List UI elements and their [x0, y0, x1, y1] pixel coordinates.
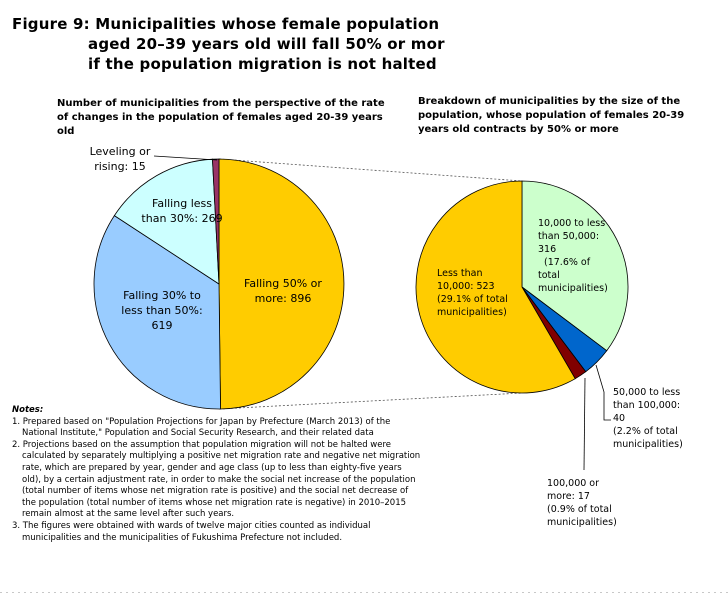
label-line: more: 17 [547, 491, 590, 502]
left-slice-0 [218, 158, 345, 410]
right-pie [415, 180, 629, 394]
label-line: less than 50%: [121, 304, 203, 317]
label-line: 316 [538, 244, 557, 255]
leader-leveling [153, 155, 218, 161]
title-line-2: aged 20–39 years old will fall 50% or mo… [88, 35, 445, 53]
label-line: municipalities) [547, 517, 617, 528]
right-slice-label-2: 100,000 or more: 17 (0.9% of total munic… [547, 477, 637, 529]
bottom-dotted-rule [0, 592, 728, 593]
label-line: 40 [613, 413, 626, 424]
notes-heading: Notes: [12, 405, 44, 415]
title-line-1: Figure 9: Municipalities whose female po… [12, 15, 440, 33]
left-slice-2 [113, 158, 220, 285]
left-slice-label-0: Falling 50% or more: 896 [228, 276, 338, 306]
title-line-3: if the population migration is not halte… [88, 55, 437, 73]
leader-100000 [583, 377, 586, 471]
notes: Notes: 1. Prepared based on "Population … [12, 405, 422, 544]
label-line: than 30%: 269 [141, 212, 223, 225]
label-line: (17.6% of [544, 257, 591, 268]
label-line: than 100,000: [613, 400, 681, 411]
left-pie [93, 158, 345, 410]
right-slice-label-3: Less than 10,000: 523 (29.1% of total mu… [437, 267, 527, 319]
label-line: 10,000: 523 [437, 281, 495, 292]
label-line: Leveling or [89, 145, 151, 158]
label-line: (0.9% of total [547, 504, 612, 515]
right-slice-label-1: 50,000 to less than 100,000: 40 (2.2% of… [613, 386, 713, 451]
label-line: 50,000 to less [613, 387, 681, 398]
left-slice-3 [212, 158, 220, 285]
label-line: Falling 50% or [244, 277, 322, 290]
right-chart-title: Breakdown of municipalities by the size … [418, 96, 685, 135]
label-line: total [538, 270, 560, 281]
leader-50000 [595, 364, 611, 421]
label-line: 10,000 to less [538, 218, 606, 229]
note-item: 1. Prepared based on "Population Project… [12, 416, 391, 439]
left-slice-label-1: Falling 30% to less than 50%: 619 [112, 288, 212, 333]
right-slice-3 [415, 180, 576, 394]
note-item: 2. Projections based on the assumption t… [12, 439, 421, 520]
connector-top [218, 158, 523, 182]
note-item: 3. The figures were obtained with wards … [12, 520, 371, 543]
label-line: Less than [437, 268, 483, 279]
connector-lines [218, 158, 523, 410]
label-line: Falling 30% to [123, 289, 201, 302]
label-line: 619 [151, 319, 173, 332]
label-line: rising: 15 [94, 160, 146, 173]
right-slice-label-0: 10,000 to less than 50,000: 316 (17.6% o… [538, 217, 628, 295]
label-line: municipalities) [613, 439, 683, 450]
label-line: more: 896 [254, 292, 312, 305]
label-line: municipalities) [538, 283, 608, 294]
left-chart-title: Number of municipalities from the perspe… [57, 98, 385, 137]
label-line: Falling less [152, 197, 212, 210]
connector-bottom [218, 392, 523, 410]
label-line: (2.2% of total [613, 426, 678, 437]
label-line: municipalities) [437, 307, 507, 318]
right-slice-0 [521, 180, 629, 352]
leader-lines [153, 155, 611, 471]
label-line: 100,000 or [547, 478, 600, 489]
left-slice-1 [93, 215, 221, 410]
label-line: (29.1% of total [437, 294, 508, 305]
left-slice-label-2: Falling less than 30%: 269 [132, 196, 232, 226]
left-slice-label-3: Leveling or rising: 15 [70, 144, 170, 174]
label-line: than 50,000: [538, 231, 600, 242]
